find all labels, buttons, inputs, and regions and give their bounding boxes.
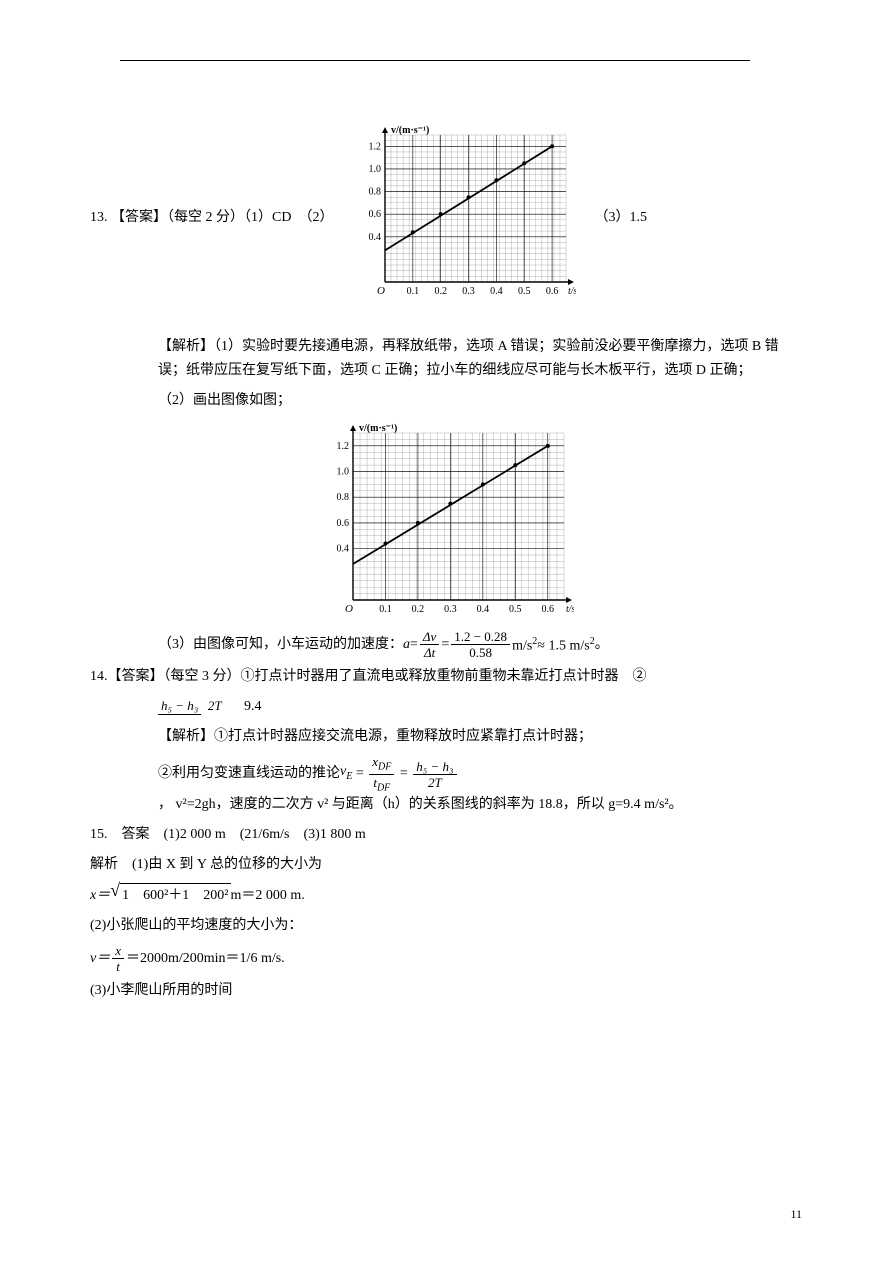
eq: = bbox=[352, 762, 367, 786]
svg-text:1.0: 1.0 bbox=[336, 467, 349, 478]
q13-inline-chart: 0.1 0.2 0.3 0.4 0.5 0.6 0.4 0.6 0.8 1.0 1.2 v/(m·s⁻… bbox=[351, 121, 576, 315]
svg-text:0.1: 0.1 bbox=[379, 604, 392, 615]
frac-xt: x t bbox=[112, 944, 124, 973]
approx: ≈ 1.5 m/s2 bbox=[537, 630, 594, 659]
q15-l1: 15. 答案 (1)2 000 m (21/6m/s (3)1 800 m bbox=[90, 823, 802, 847]
svg-text:1.2: 1.2 bbox=[336, 441, 349, 452]
svg-text:0.2: 0.2 bbox=[435, 286, 448, 297]
sqrt: √1 600²＋1 200² bbox=[110, 883, 230, 908]
q13-answer-row: 13. 【答案】（每空 2 分）（1）CD （2） 0.10.20.30.40.… bbox=[90, 121, 802, 315]
frac-xDF: xDF tDF bbox=[369, 755, 394, 793]
num-x: x bbox=[112, 944, 124, 959]
svg-text:1.0: 1.0 bbox=[369, 164, 382, 175]
q15-l2: 解析 (1)由 X 到 Y 总的位移的大小为 bbox=[90, 853, 802, 877]
q14-val: 9.4 bbox=[230, 699, 262, 714]
q14-frac: h₅ − h₃ 2T bbox=[158, 699, 225, 714]
svg-text:0.6: 0.6 bbox=[546, 286, 559, 297]
q14-2a: ②利用匀变速直线运动的推论 bbox=[158, 762, 340, 786]
xDF: xDF bbox=[369, 755, 394, 775]
q13-suffix: （3）1.5 bbox=[594, 206, 647, 230]
twoT: 2T bbox=[425, 775, 445, 789]
q15-l3: x＝ √1 600²＋1 200² m＝2 000 m. bbox=[90, 883, 802, 908]
dv: Δv bbox=[420, 630, 439, 645]
svg-text:t/s: t/s bbox=[568, 286, 576, 297]
frac-vals: 1.2 − 0.28 0.58 bbox=[451, 630, 510, 659]
q13-explain-3: （3）由图像可知，小车运动的加速度： a = Δv Δt = 1.2 − 0.2… bbox=[120, 630, 802, 659]
svg-text:0.4: 0.4 bbox=[476, 604, 489, 615]
svg-text:0.3: 0.3 bbox=[444, 604, 457, 615]
svg-text:0.8: 0.8 bbox=[369, 187, 382, 198]
svg-text:0.3: 0.3 bbox=[463, 286, 476, 297]
q14-explain-2: ②利用匀变速直线运动的推论 vE = xDF tDF = h₅ − h₃ 2T … bbox=[120, 755, 802, 817]
page-number: 11 bbox=[790, 1207, 802, 1222]
q14-2b: ， v²=2gh，速度的二次方 v² 与距离（h）的关系图线的斜率为 18.8，… bbox=[158, 793, 683, 817]
explain-label: 【解析】 bbox=[158, 339, 214, 354]
svg-text:1.2: 1.2 bbox=[369, 141, 382, 152]
period: 。 bbox=[595, 633, 609, 657]
tDF: tDF bbox=[370, 775, 393, 794]
svg-text:0.6: 0.6 bbox=[541, 604, 554, 615]
svg-text:O: O bbox=[377, 285, 385, 297]
svg-text:0.8: 0.8 bbox=[336, 492, 349, 503]
svg-text:0.5: 0.5 bbox=[518, 286, 531, 297]
q14-explain-label: 【解析】 bbox=[158, 729, 214, 744]
eq-a: a bbox=[403, 633, 410, 657]
den2: 0.58 bbox=[466, 645, 495, 659]
q13-big-chart: 0.1 0.2 0.3 0.4 0.5 0.6 0.4 0.6 0.8 1.0 1.2 v/(m·s⁻… bbox=[319, 419, 574, 624]
frac-dvdt: Δv Δt bbox=[420, 630, 439, 659]
q15-x: x＝ bbox=[90, 884, 110, 908]
svg-text:0.4: 0.4 bbox=[369, 232, 382, 243]
svg-text:0.2: 0.2 bbox=[411, 604, 424, 615]
q13-explain-3a: （3）由图像可知，小车运动的加速度： bbox=[158, 633, 403, 657]
unit-a: m/s2 bbox=[512, 630, 537, 659]
svg-text:v/(m·s⁻¹): v/(m·s⁻¹) bbox=[359, 423, 397, 434]
q14-frac-line: h₅ − h₃ 2T 9.4 bbox=[120, 695, 802, 719]
q14-answer: 14.【答案】（每空 3 分）①打点计时器用了直流电或释放重物前重物未靠近打点计… bbox=[90, 665, 802, 689]
q15-l3c: m＝2 000 m. bbox=[231, 884, 305, 908]
q14-explain-1t: ①打点计时器应接交流电源，重物释放时应紧靠打点计时器； bbox=[214, 729, 592, 744]
svg-text:0.6: 0.6 bbox=[369, 209, 382, 220]
q15-l5: v＝ x t ＝2000m/200min＝1/6 m/s. bbox=[90, 944, 802, 973]
q13-prefix: 13. 【答案】（每空 2 分）（1）CD （2） bbox=[90, 206, 333, 230]
svg-text:0.6: 0.6 bbox=[336, 518, 349, 529]
frac-h5: h₅ − h₃ 2T bbox=[413, 760, 456, 789]
q13-big-chart-wrap: 0.1 0.2 0.3 0.4 0.5 0.6 0.4 0.6 0.8 1.0 1.2 v/(m·s⁻… bbox=[90, 419, 802, 624]
q15-l6: (3)小李爬山所用的时间 bbox=[90, 979, 802, 1003]
q15-l5b: ＝2000m/200min＝1/6 m/s. bbox=[126, 947, 285, 971]
q14-frac-den: 2T bbox=[205, 697, 225, 713]
svg-text:0.1: 0.1 bbox=[407, 286, 420, 297]
dt: Δt bbox=[421, 645, 438, 659]
eq-eq2: = bbox=[441, 633, 449, 657]
vE: vE bbox=[340, 760, 352, 789]
q14-explain-1: 【解析】①打点计时器应接交流电源，重物释放时应紧靠打点计时器； bbox=[120, 725, 802, 749]
explain-1-text: （1）实验时要先接通电源，再释放纸带，选项 A 错误；实验前没必要平衡摩擦力，选… bbox=[158, 339, 779, 378]
eq-eq1: = bbox=[410, 633, 418, 657]
svg-text:t/s: t/s bbox=[566, 604, 574, 615]
q15-l4: (2)小张爬山的平均速度的大小为： bbox=[90, 914, 802, 938]
q13-explain-1: 【解析】（1）实验时要先接通电源，再释放纸带，选项 A 错误；实验前没必要平衡摩… bbox=[120, 335, 802, 383]
den-t: t bbox=[113, 959, 123, 973]
q15-block: 15. 答案 (1)2 000 m (21/6m/s (3)1 800 m 解析… bbox=[120, 823, 802, 1003]
main-content: 13. 【答案】（每空 2 分）（1）CD （2） 0.10.20.30.40.… bbox=[120, 121, 802, 1003]
v-eq: v＝ bbox=[90, 947, 110, 971]
svg-text:0.5: 0.5 bbox=[509, 604, 522, 615]
q13-explain-2: （2）画出图像如图； bbox=[120, 389, 802, 413]
svg-text:0.4: 0.4 bbox=[491, 286, 504, 297]
svg-text:0.4: 0.4 bbox=[336, 544, 349, 555]
num2: 1.2 − 0.28 bbox=[451, 630, 510, 645]
eq2: = bbox=[396, 762, 411, 786]
h5: h₅ − h₃ bbox=[413, 760, 456, 775]
svg-text:v/(m·s⁻¹): v/(m·s⁻¹) bbox=[391, 125, 429, 136]
top-rule bbox=[120, 60, 750, 61]
q14-frac-num: h₅ − h₃ bbox=[158, 698, 201, 715]
svg-text:O: O bbox=[345, 603, 353, 615]
